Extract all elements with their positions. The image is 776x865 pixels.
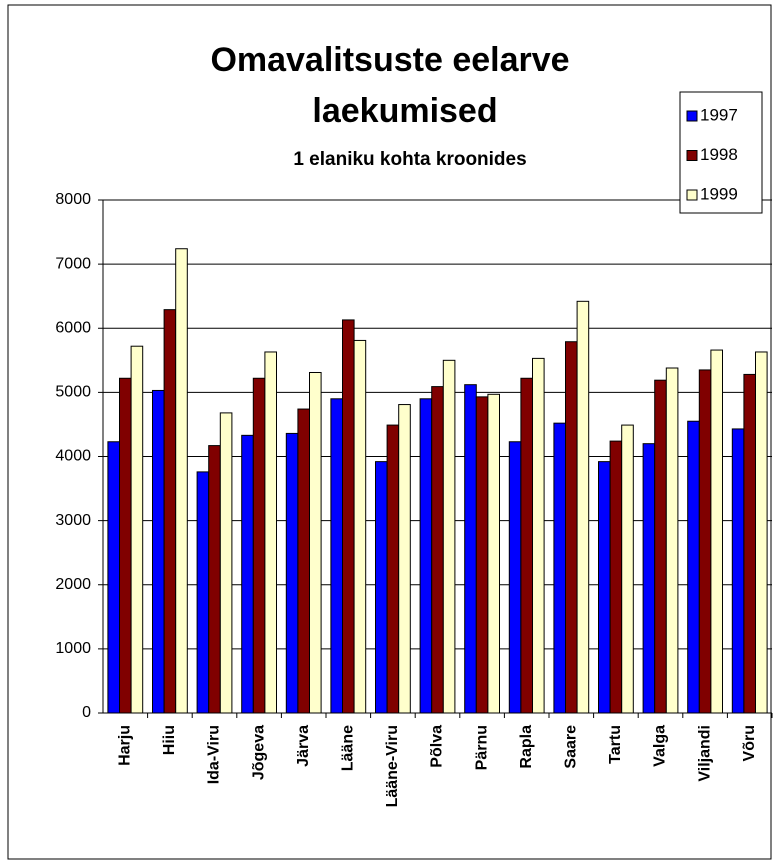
bar	[219, 412, 233, 714]
y-tick-label: 0	[82, 704, 91, 721]
x-tick-label: Ida-Viru	[206, 725, 223, 784]
bar	[342, 319, 355, 714]
y-tick-label: 6000	[55, 319, 91, 336]
legend-label: 1999	[700, 184, 738, 203]
bar	[576, 300, 590, 714]
bar	[665, 367, 679, 714]
bar	[520, 377, 534, 714]
x-tick-label: Viljandi	[696, 725, 713, 782]
bar	[755, 351, 768, 714]
bar	[431, 386, 444, 714]
x-tick-label: Harju	[117, 725, 134, 766]
bar	[119, 377, 132, 714]
bar	[309, 371, 322, 714]
bar	[175, 248, 188, 714]
bar	[687, 420, 700, 714]
bar	[353, 339, 367, 714]
x-tick-label: Valga	[652, 725, 669, 767]
bar	[442, 359, 456, 714]
x-tick-label: Jõgeva	[250, 725, 267, 780]
bar	[487, 393, 500, 714]
bar	[208, 445, 221, 714]
legend-label: 1998	[700, 145, 738, 164]
chart-title: Omavalitsuste eelarve	[210, 41, 569, 79]
bar	[297, 408, 310, 714]
bar	[330, 398, 343, 714]
x-tick-label: Pärnu	[473, 725, 490, 770]
x-tick-label: Põlva	[429, 725, 446, 768]
legend-swatch	[686, 150, 698, 161]
bar	[386, 424, 400, 714]
bar	[743, 373, 757, 714]
x-tick-label: Tartu	[607, 725, 624, 764]
bar	[196, 471, 210, 714]
chart-subtitle: 1 elaniku kohta kroonides	[293, 149, 526, 170]
bar	[130, 345, 144, 714]
y-tick-label: 3000	[55, 512, 91, 529]
bar	[264, 351, 277, 714]
x-tick-label: Hiiu	[161, 725, 178, 755]
x-tick-label: Lääne-Viru	[384, 725, 401, 807]
legend-label: 1997	[700, 105, 738, 124]
y-tick-label: 4000	[55, 448, 91, 465]
bar	[710, 349, 724, 714]
bar	[285, 432, 299, 714]
x-tick-label: Saare	[563, 725, 580, 769]
bar	[475, 396, 489, 714]
x-tick-label: Võru	[741, 725, 758, 761]
y-tick-label: 8000	[55, 191, 91, 208]
bar	[508, 441, 522, 714]
bar	[152, 389, 165, 714]
x-tick-label: Lääne	[340, 725, 357, 771]
bar	[107, 441, 121, 714]
bar	[464, 384, 477, 714]
bar	[731, 428, 745, 714]
bar	[698, 369, 712, 714]
bar	[375, 461, 388, 714]
bar	[642, 443, 656, 714]
bar	[654, 379, 667, 714]
y-tick-label: 1000	[55, 640, 91, 657]
bar	[621, 424, 634, 714]
y-tick-label: 7000	[55, 255, 91, 272]
x-tick-label: Järva	[295, 725, 312, 767]
legend-swatch	[686, 110, 698, 122]
bar	[532, 357, 545, 714]
bar	[565, 341, 578, 714]
bar	[241, 434, 254, 714]
bar	[252, 377, 266, 714]
legend-swatch	[686, 189, 698, 201]
y-tick-label: 2000	[55, 576, 91, 593]
chart-title: laekumised	[312, 92, 497, 130]
bar	[609, 440, 623, 714]
y-tick-label: 5000	[55, 384, 91, 401]
bar	[419, 398, 433, 714]
bar	[598, 461, 611, 714]
bar	[553, 422, 567, 714]
bar	[398, 404, 411, 714]
x-tick-label: Rapla	[518, 725, 535, 769]
bar	[163, 309, 177, 714]
